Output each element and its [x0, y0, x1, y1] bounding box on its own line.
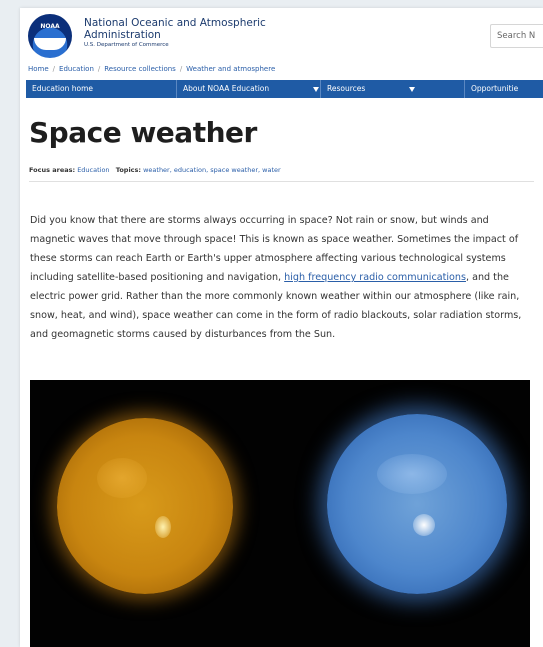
- nav-label[interactable]: Opportunitie: [471, 84, 518, 93]
- orange-sun: [57, 418, 233, 594]
- org-name[interactable]: National Oceanic and Atmospheric: [84, 17, 266, 29]
- topics-link[interactable]: weather, education, space weather, water: [143, 166, 281, 174]
- focus-link[interactable]: Education: [77, 166, 109, 174]
- nav-bar: Education home About NOAA Education Resour…: [26, 80, 543, 98]
- web-page: NOAA National Oceanic and Atmospheric Ad…: [20, 8, 543, 647]
- nav-label[interactable]: About NOAA Education: [183, 84, 269, 93]
- breadcrumb-separator: /: [180, 65, 182, 73]
- breadcrumb-link[interactable]: Resource collections: [104, 65, 176, 73]
- logo-text: NOAA: [28, 23, 72, 30]
- search-input[interactable]: Search N: [490, 24, 543, 48]
- breadcrumb-link[interactable]: Weather and atmosphere: [186, 65, 275, 73]
- sun-image: [30, 380, 530, 647]
- nav-item[interactable]: Resources: [320, 80, 465, 98]
- nav-arrow[interactable]: [409, 87, 415, 92]
- topics-label: Topics:: [116, 166, 141, 174]
- nav-label[interactable]: Resources: [327, 84, 365, 93]
- page-title: Space weather: [29, 116, 257, 149]
- org-name[interactable]: Administration: [84, 29, 161, 41]
- body-paragraph: Did you know that there are storms alway…: [30, 211, 530, 344]
- breadcrumb-separator: /: [98, 65, 100, 73]
- divider: [29, 181, 534, 182]
- body-link[interactable]: high frequency radio communications: [284, 272, 466, 283]
- department: U.S. Department of Commerce: [84, 42, 169, 48]
- nav-item[interactable]: Education home: [32, 80, 170, 98]
- nav-label[interactable]: Education home: [32, 84, 93, 93]
- nav-arrow[interactable]: [313, 87, 319, 92]
- breadcrumb-link[interactable]: Home: [28, 65, 49, 73]
- focus-label: Focus areas:: [29, 166, 75, 174]
- meta-line: Focus areas: Education Topics: weather, …: [29, 166, 281, 174]
- breadcrumb: Home / Education / Resource collections / Weat…: [28, 65, 275, 73]
- page: NOAA National Oceanic and Atmospheric Ad…: [0, 0, 543, 647]
- breadcrumb-separator: /: [53, 65, 55, 73]
- breadcrumb-link[interactable]: Education: [59, 65, 94, 73]
- nav-item[interactable]: About NOAA Education: [176, 80, 321, 98]
- noaa-logo[interactable]: NOAA: [28, 14, 72, 58]
- nav-item[interactable]: Opportunitie: [464, 80, 543, 98]
- blue-sun: [327, 414, 507, 594]
